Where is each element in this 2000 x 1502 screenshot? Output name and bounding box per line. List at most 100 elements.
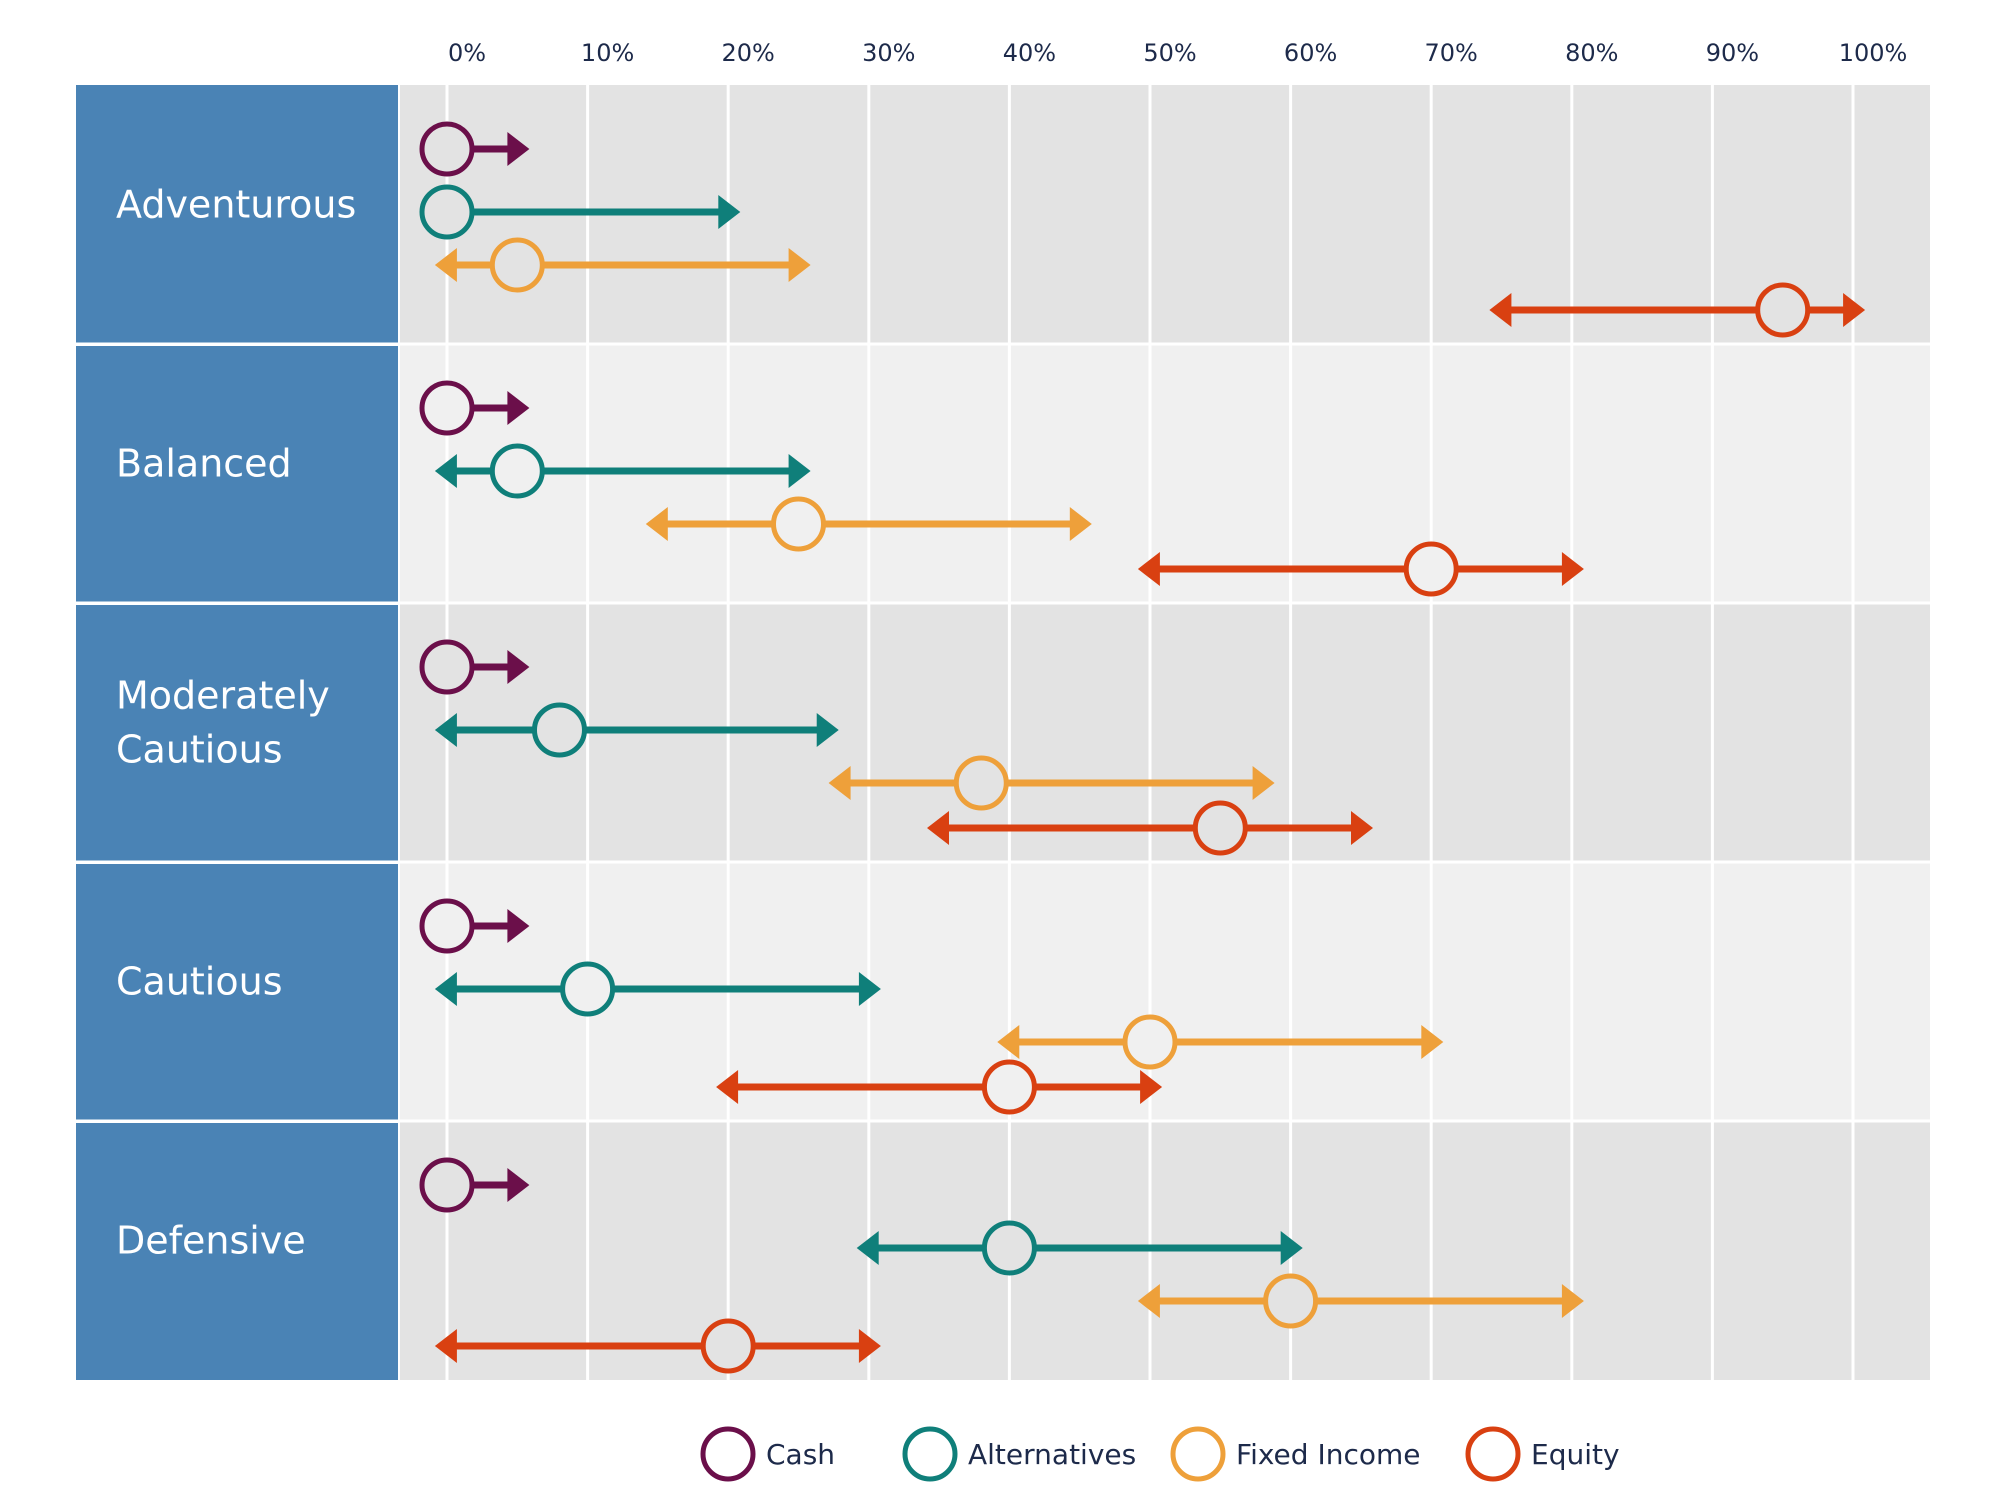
profile-label-moderately-cautious: Cautious [116, 728, 283, 772]
x-tick-label: 20% [722, 39, 775, 67]
x-tick-label: 90% [1706, 39, 1759, 67]
range-cautious-cash [419, 898, 530, 954]
arrowhead [507, 650, 530, 684]
range-balanced-alternatives [434, 443, 811, 499]
arrowhead [1252, 766, 1275, 800]
x-tick-label: 100% [1839, 39, 1908, 67]
neutral-marker [1122, 1014, 1178, 1070]
profile-label-box [76, 346, 398, 603]
x-tick-label: 30% [862, 39, 915, 67]
neutral-marker [419, 121, 475, 177]
x-tick-label: 80% [1565, 39, 1618, 67]
profile-label-box [76, 864, 398, 1121]
neutral-marker [1263, 1273, 1319, 1329]
range-defensive-fixed-income [1137, 1273, 1584, 1329]
arrowhead [816, 713, 839, 747]
range-moderately-cautious-fixed-income [828, 755, 1275, 811]
legend-label: Fixed Income [1236, 1438, 1421, 1471]
arrowhead [718, 195, 741, 229]
legend-item-alternatives: Alternatives [902, 1426, 1136, 1482]
x-tick-label: 60% [1284, 39, 1337, 67]
profile-label-moderately-cautious: Moderately [116, 674, 330, 718]
arrowhead [858, 1329, 881, 1363]
arrowhead [507, 909, 530, 943]
arrowhead [507, 1168, 530, 1202]
range-adventurous-alternatives [419, 184, 741, 240]
range-moderately-cautious-cash [419, 639, 530, 695]
legend-label: Alternatives [968, 1438, 1136, 1471]
range-defensive-equity [434, 1318, 881, 1374]
arrowhead [997, 1025, 1020, 1059]
arrowhead [1561, 1284, 1584, 1318]
range-cautious-fixed-income [997, 1014, 1444, 1070]
neutral-marker [531, 702, 587, 758]
range-defensive-cash [419, 1157, 530, 1213]
arrowhead [856, 1231, 879, 1265]
arrowhead [507, 132, 530, 166]
neutral-marker [419, 1157, 475, 1213]
arrowhead [434, 454, 457, 488]
legend-marker [902, 1426, 958, 1482]
neutral-marker [419, 898, 475, 954]
arrowhead [788, 454, 811, 488]
legend-marker [700, 1426, 756, 1482]
legend-item-fixed-income: Fixed Income [1170, 1426, 1421, 1482]
neutral-marker [419, 380, 475, 436]
profile-label-defensive: Defensive [116, 1219, 306, 1263]
x-tick-label: 70% [1425, 39, 1478, 67]
range-balanced-cash [419, 380, 530, 436]
profile-label-box [76, 605, 398, 862]
arrowhead [1489, 293, 1512, 327]
arrowhead [1843, 293, 1866, 327]
profile-label-box [76, 85, 398, 344]
range-adventurous-cash [419, 121, 530, 177]
range-adventurous-fixed-income [434, 237, 811, 293]
x-tick-label: 10% [581, 39, 634, 67]
arrowhead [1069, 507, 1092, 541]
arrowhead [1140, 1070, 1163, 1104]
legend-marker [1465, 1426, 1521, 1482]
profile-label-balanced: Balanced [116, 442, 292, 486]
arrowhead [858, 972, 881, 1006]
arrowhead [434, 713, 457, 747]
x-tick-label: 0% [448, 39, 486, 67]
legend-label: Equity [1531, 1438, 1620, 1471]
neutral-marker [981, 1059, 1037, 1115]
neutral-marker [1192, 800, 1248, 856]
arrowhead [788, 248, 811, 282]
arrowhead [1561, 552, 1584, 586]
arrowhead [434, 1329, 457, 1363]
range-balanced-equity [1137, 541, 1584, 597]
range-defensive-alternatives [856, 1220, 1303, 1276]
neutral-marker [771, 496, 826, 552]
range-cautious-alternatives [434, 961, 881, 1017]
arrowhead [1280, 1231, 1303, 1265]
neutral-marker [419, 639, 475, 695]
neutral-marker [953, 755, 1009, 811]
x-tick-label: 50% [1143, 39, 1196, 67]
neutral-marker [700, 1318, 756, 1374]
legend-item-equity: Equity [1465, 1426, 1620, 1482]
range-moderately-cautious-alternatives [434, 702, 839, 758]
arrowhead [927, 811, 949, 845]
arrowhead [434, 972, 457, 1006]
range-moderately-cautious-equity [927, 800, 1373, 856]
neutral-marker [1755, 282, 1811, 338]
legend-item-cash: Cash [700, 1426, 835, 1482]
profile-label-cautious: Cautious [116, 960, 283, 1004]
arrowhead [507, 391, 530, 425]
neutral-marker [981, 1220, 1037, 1276]
range-cautious-equity [716, 1059, 1163, 1115]
arrowhead [434, 248, 457, 282]
arrowhead [1421, 1025, 1444, 1059]
profile-label-adventurous: Adventurous [116, 183, 356, 227]
neutral-marker [489, 443, 545, 499]
profile-label-box [76, 1123, 398, 1380]
arrowhead [1351, 811, 1373, 845]
arrowhead [716, 1070, 739, 1104]
legend-label: Cash [766, 1438, 835, 1471]
arrowhead [1137, 1284, 1160, 1318]
neutral-marker [1403, 541, 1459, 597]
x-tick-label: 40% [1003, 39, 1056, 67]
